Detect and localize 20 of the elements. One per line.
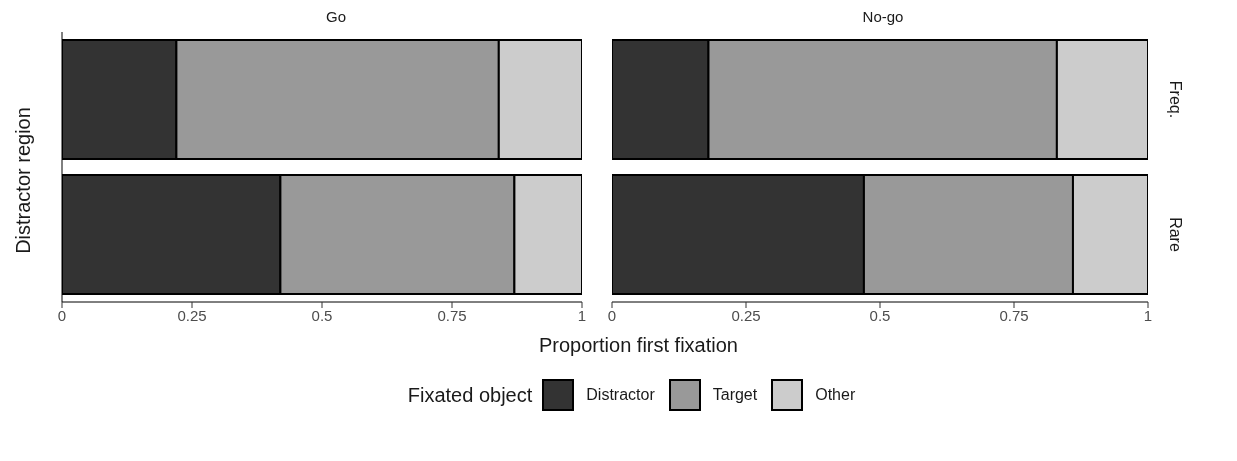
- x-tick-label: 0.5: [869, 306, 891, 324]
- x-axis-title: Proportion first fixation: [538, 334, 739, 357]
- y-tick-label: Rare: [1167, 217, 1184, 252]
- legend-label: Target: [712, 386, 758, 404]
- x-tick-label: 0.25: [177, 306, 207, 324]
- chart-title: No-go: [862, 8, 904, 27]
- x-tick-label: 0.75: [437, 306, 467, 324]
- x-tick-label: 0: [607, 306, 617, 324]
- y-tick-label: Freq.: [1167, 80, 1184, 119]
- legend-label: Other: [815, 386, 856, 404]
- legend-title: Fixated object: [407, 383, 533, 407]
- x-tick-label: 0: [57, 306, 67, 324]
- x-tick-label: 0.25: [731, 306, 761, 324]
- legend-label: Distractor: [586, 386, 655, 404]
- y-axis-title: Distractor region: [11, 106, 35, 254]
- x-tick-label: 0.5: [311, 306, 333, 324]
- x-tick-label: 0.75: [999, 306, 1029, 324]
- x-tick-label: 1: [1143, 306, 1153, 324]
- chart-title: Go: [325, 8, 346, 27]
- x-tick-label: 1: [577, 306, 587, 324]
